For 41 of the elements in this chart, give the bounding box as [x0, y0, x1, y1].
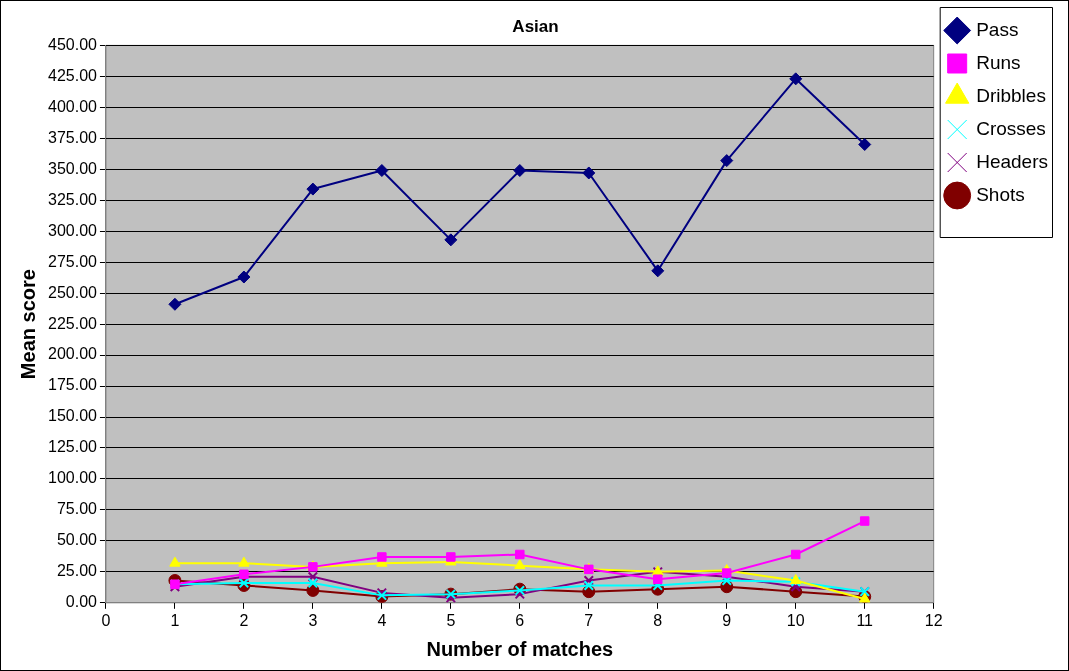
y-tick-label: 25.00 [56, 562, 98, 580]
x-tick-label: 11 [856, 611, 874, 629]
y-tick-label: 375.00 [48, 128, 98, 146]
y-tick-label: 175.00 [48, 376, 98, 394]
legend-label: Crosses [976, 117, 1046, 139]
x-tick-label: 9 [722, 611, 732, 629]
legend-label: Headers [976, 150, 1049, 172]
y-tick-label: 450.00 [48, 35, 98, 53]
y-tick-label: 150.00 [48, 407, 98, 425]
x-tick-label: 12 [924, 611, 943, 629]
legend-label: Shots [976, 183, 1025, 205]
x-tick-label: 6 [515, 611, 525, 629]
y-tick-label: 200.00 [48, 345, 98, 363]
chart-title: Asian [512, 16, 559, 36]
y-tick-label: 350.00 [48, 159, 98, 177]
y-tick-label: 50.00 [56, 531, 98, 549]
x-tick-label: 1 [170, 611, 180, 629]
x-tick-label: 4 [377, 611, 387, 629]
y-tick-label: 75.00 [56, 500, 98, 518]
x-tick-label: 5 [446, 611, 456, 629]
x-tick-label: 10 [786, 611, 805, 629]
y-tick-label: 125.00 [48, 438, 98, 456]
x-tick-label: 8 [653, 611, 663, 629]
x-tick-label: 3 [308, 611, 318, 629]
x-axis-title: Number of matches [426, 637, 614, 660]
y-tick-label: 325.00 [48, 190, 98, 208]
y-tick-label: 100.00 [48, 469, 98, 487]
y-tick-label: 300.00 [48, 221, 98, 239]
x-tick-label: 0 [101, 611, 111, 629]
y-tick-label: 275.00 [48, 252, 98, 270]
y-axis-title: Mean score [16, 269, 39, 380]
legend-label: Dribbles [976, 84, 1046, 106]
x-tick-label: 2 [239, 611, 249, 629]
y-tick-label: 0.00 [65, 593, 98, 611]
legend-label: Pass [976, 18, 1019, 40]
y-tick-label: 250.00 [48, 283, 98, 301]
legend-label: Runs [976, 51, 1021, 73]
y-tick-label: 400.00 [48, 97, 98, 115]
y-tick-label: 225.00 [48, 314, 98, 332]
y-tick-label: 425.00 [48, 66, 98, 84]
x-tick-label: 7 [584, 611, 594, 629]
